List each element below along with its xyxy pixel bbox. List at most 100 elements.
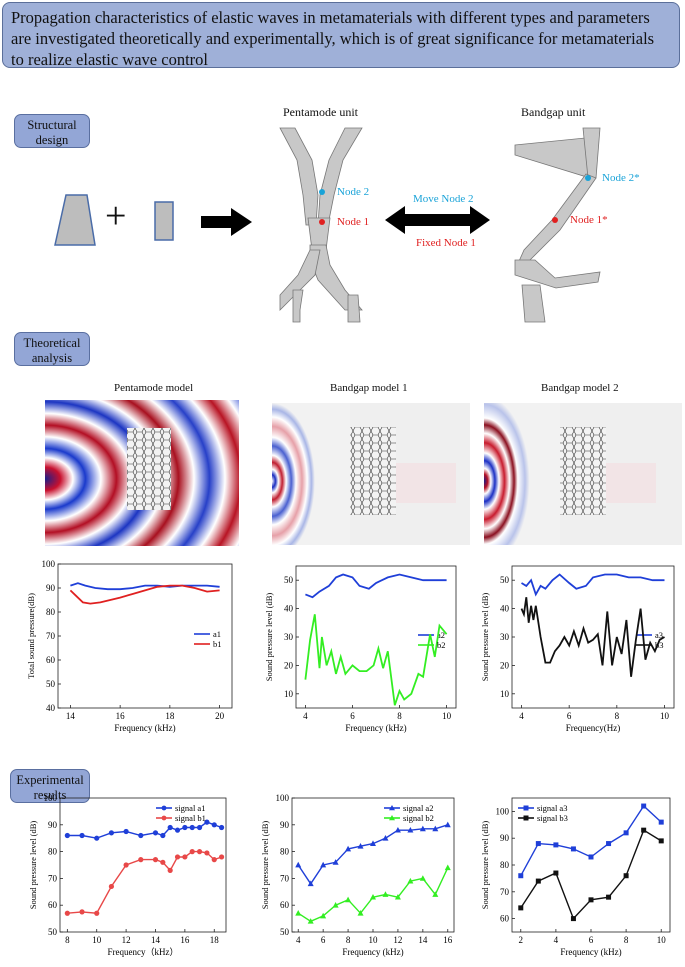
structural-design-tag: Structural design	[14, 114, 90, 148]
plot-frame	[511, 797, 671, 933]
series-line-signal-a1	[67, 821, 222, 839]
data-point	[189, 849, 195, 855]
structural-design-diagram	[54, 127, 601, 323]
legend-marker	[523, 805, 529, 811]
legend-label: signal b2	[403, 813, 434, 823]
y-tick-label: 60	[500, 914, 510, 924]
data-point	[382, 891, 389, 897]
y-axis-label: Sound pressure level (dB)	[480, 821, 490, 910]
x-tick-label: 6	[589, 935, 594, 945]
fixed-node-label: Fixed Node 1	[416, 237, 476, 249]
x-tick-label: 10	[92, 935, 102, 945]
data-point	[79, 909, 85, 915]
x-tick-label: 6	[321, 935, 326, 945]
summary-text: Propagation characteristics of elastic w…	[11, 8, 655, 69]
experimental-results-tag: Experimental results	[10, 769, 90, 803]
bandgap-unit-title: Bandgap unit	[521, 105, 586, 119]
x-tick-label: 8	[346, 935, 351, 945]
data-point	[357, 910, 364, 916]
legend-label: signal b3	[537, 813, 568, 823]
x-tick-label: 4	[303, 711, 308, 721]
trapezoid-block	[54, 194, 96, 246]
y-tick-label: 30	[500, 632, 510, 642]
x-tick-label: 18	[165, 711, 175, 721]
y-tick-label: 80	[46, 607, 56, 617]
data-point	[123, 862, 129, 868]
data-point	[204, 819, 210, 825]
data-point	[588, 854, 594, 860]
series-line-signal-a2	[297, 824, 449, 886]
data-point	[211, 822, 217, 828]
y-axis-label: Sound pressure level (dB)	[480, 593, 490, 682]
y-tick-label: 90	[280, 820, 290, 830]
x-tick-label: 14	[66, 711, 76, 721]
data-point	[307, 918, 314, 924]
x-tick-label: 10	[657, 935, 667, 945]
data-point	[407, 826, 414, 833]
data-point	[345, 845, 352, 852]
data-point	[553, 870, 559, 876]
data-point	[295, 861, 302, 868]
legend-marker	[523, 815, 529, 821]
move-node-label: Move Node 2	[413, 193, 474, 205]
data-point	[160, 859, 166, 865]
x-tick-label: 10	[369, 935, 379, 945]
data-point	[588, 897, 594, 903]
data-point	[394, 826, 401, 833]
x-tick-label: 12	[122, 935, 131, 945]
series-line-a2	[305, 573, 447, 599]
y-tick-label: 40	[46, 703, 56, 713]
data-point	[623, 830, 629, 836]
legend-label: b2	[437, 640, 446, 650]
data-point	[94, 910, 100, 916]
y-tick-label: 40	[284, 604, 294, 614]
x-axis-label: Frequency (kHz)	[560, 947, 621, 957]
plot-frame	[295, 565, 457, 709]
x-axis-label: Frequency (kHz)	[114, 723, 175, 733]
y-axis-label: Sound pressure level (dB)	[28, 821, 38, 910]
data-point	[174, 854, 181, 860]
pentamode-field-panel	[45, 400, 239, 546]
y-tick-label: 70	[46, 631, 56, 641]
x-tick-label: 14	[151, 935, 161, 945]
data-point	[94, 835, 100, 841]
data-point	[357, 843, 364, 849]
series-line-a1	[70, 582, 220, 591]
x-axis-label: Frequency (kHz)	[342, 947, 403, 957]
node-2-marker	[319, 189, 325, 195]
legend-label: signal a1	[175, 803, 205, 813]
chart-experiment-1: 8 10 12 14 16 18 50 60 70 80 90 100 Frequency（kHz） So…	[28, 793, 227, 957]
data-point	[535, 878, 541, 884]
plot-frame	[59, 797, 227, 933]
node-1-star-label: Node 1*	[570, 214, 608, 226]
series-line-b1	[69, 584, 220, 605]
data-point	[641, 827, 647, 833]
data-point	[419, 875, 426, 881]
x-tick-label: 8	[624, 935, 629, 945]
data-point	[570, 916, 576, 922]
chart-bandgap2-simulation: 4 6 8 10 10 20 30 40 50 Frequency(Hz) Sound pressu…	[480, 565, 675, 733]
y-tick-label: 50	[46, 679, 56, 689]
data-point	[641, 803, 647, 809]
node-1-star-marker	[552, 217, 558, 223]
y-tick-label: 30	[284, 632, 294, 642]
data-point	[64, 832, 70, 839]
data-point	[204, 850, 210, 856]
legend-marker	[161, 805, 167, 811]
legend-marker	[161, 815, 167, 821]
y-tick-label: 10	[500, 689, 510, 699]
data-point	[174, 827, 181, 833]
data-point	[108, 830, 115, 836]
data-point	[407, 877, 414, 884]
y-tick-label: 20	[284, 660, 294, 670]
x-tick-label: 12	[393, 935, 402, 945]
summary-banner: Propagation characteristics of elastic w…	[2, 2, 680, 69]
data-point	[138, 857, 144, 863]
legend-label: b3	[655, 640, 664, 650]
data-point	[394, 893, 401, 900]
y-axis-label: Sound pressure level (dB)	[264, 593, 274, 682]
y-tick-label: 100	[44, 793, 58, 803]
x-tick-label: 16	[180, 935, 190, 945]
bandgap-1-field-panel	[272, 403, 470, 545]
y-axis-label: Sound pressure level (dB)	[260, 821, 270, 910]
